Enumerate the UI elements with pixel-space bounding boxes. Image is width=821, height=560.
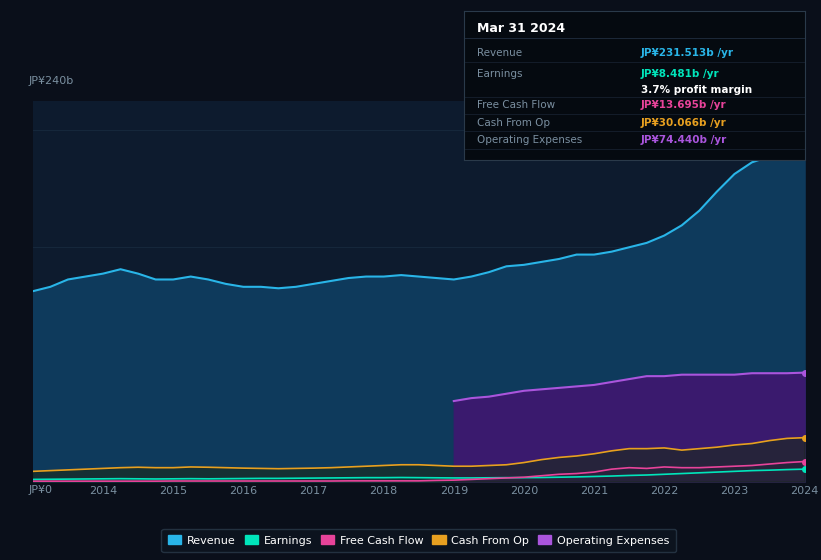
Text: Free Cash Flow: Free Cash Flow	[478, 100, 556, 110]
Text: JP¥30.066b /yr: JP¥30.066b /yr	[641, 118, 727, 128]
Text: Revenue: Revenue	[478, 48, 523, 58]
Text: JP¥13.695b /yr: JP¥13.695b /yr	[641, 100, 727, 110]
Text: Cash From Op: Cash From Op	[478, 118, 551, 128]
Text: JP¥240b: JP¥240b	[29, 76, 74, 86]
Legend: Revenue, Earnings, Free Cash Flow, Cash From Op, Operating Expenses: Revenue, Earnings, Free Cash Flow, Cash …	[162, 529, 676, 552]
Text: Mar 31 2024: Mar 31 2024	[478, 22, 566, 35]
Text: JP¥8.481b /yr: JP¥8.481b /yr	[641, 68, 720, 78]
Text: Earnings: Earnings	[478, 68, 523, 78]
Text: Operating Expenses: Operating Expenses	[478, 136, 583, 145]
Text: 3.7% profit margin: 3.7% profit margin	[641, 85, 752, 95]
Text: JP¥74.440b /yr: JP¥74.440b /yr	[641, 136, 727, 145]
Text: JP¥231.513b /yr: JP¥231.513b /yr	[641, 48, 734, 58]
Text: JP¥0: JP¥0	[29, 486, 53, 496]
